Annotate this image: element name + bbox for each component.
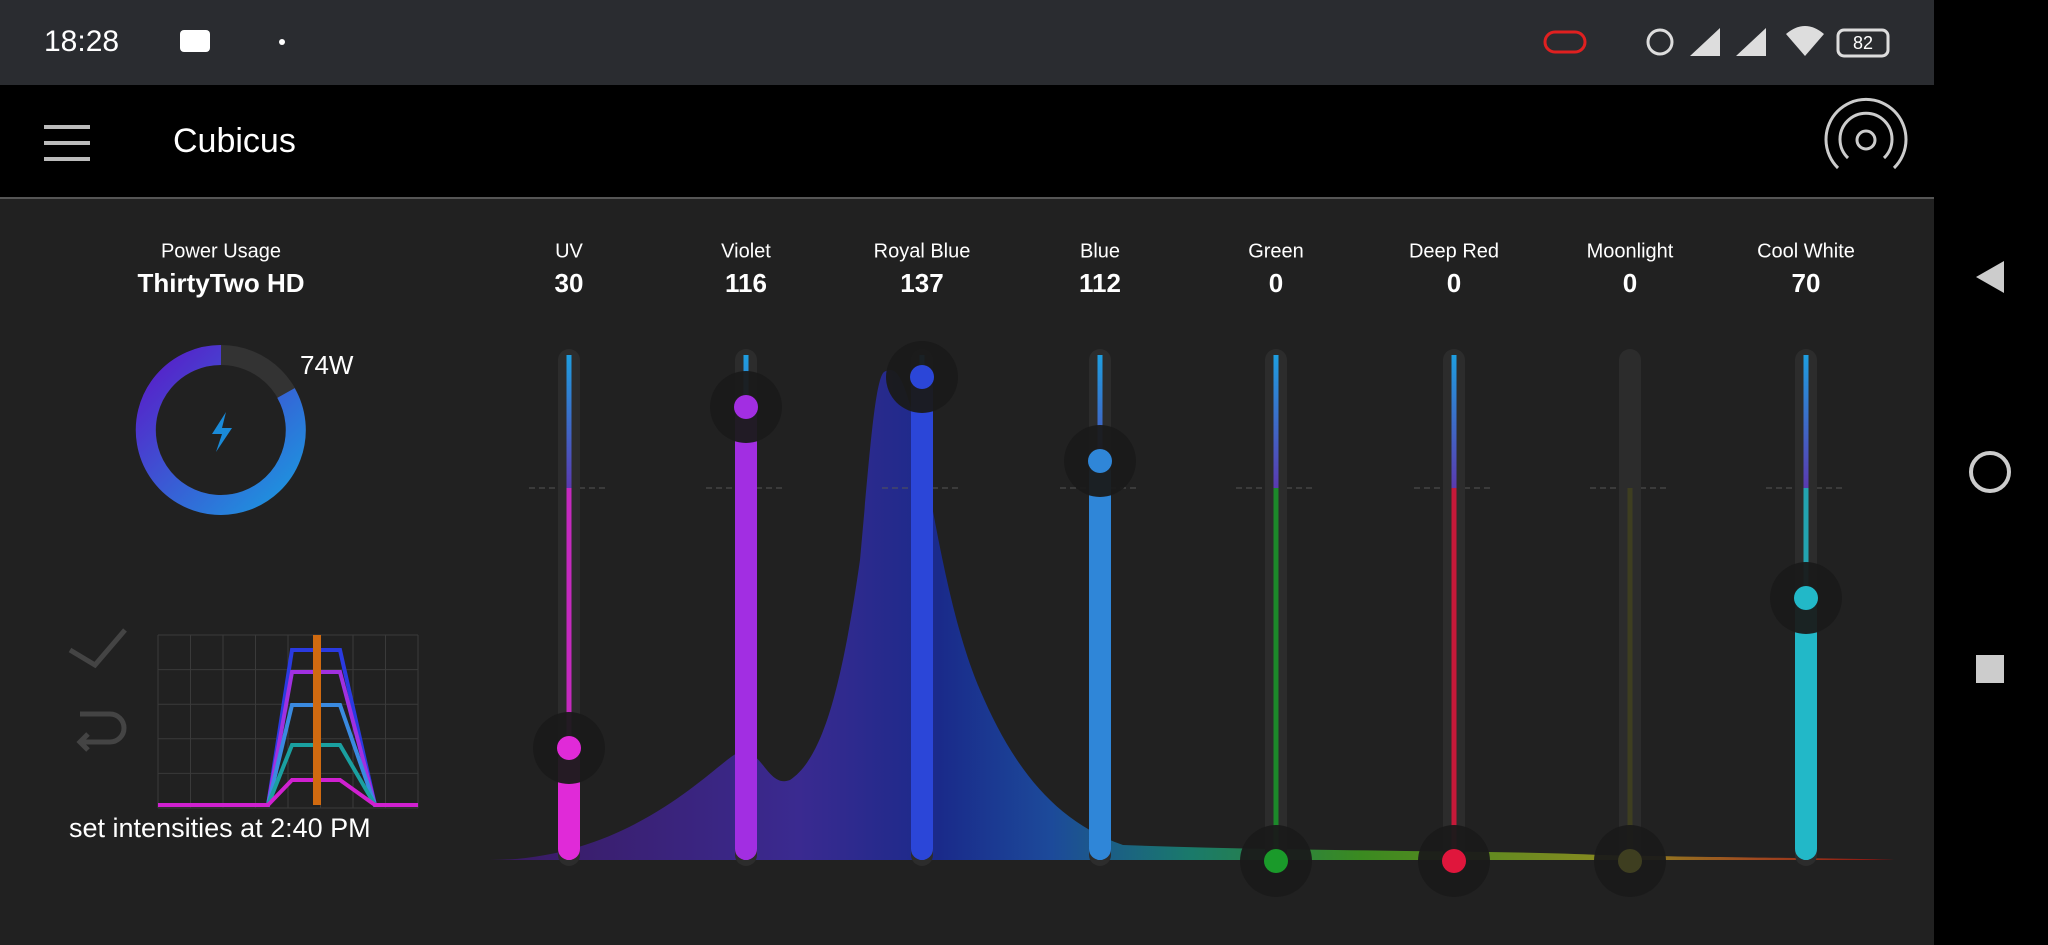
channel-name: Deep Red xyxy=(1409,240,1499,262)
power-label: Power Usage xyxy=(161,240,281,262)
signal-icon xyxy=(1690,28,1766,56)
alarm-icon xyxy=(1646,28,1674,56)
thumb-dot xyxy=(1264,849,1288,873)
back-button[interactable] xyxy=(1976,261,2004,293)
track-top xyxy=(566,355,572,488)
track-bottom xyxy=(1273,488,1279,860)
divider xyxy=(0,197,1934,199)
recents-button[interactable] xyxy=(1976,655,2004,683)
channel-value: 112 xyxy=(1079,268,1121,298)
thumb-dot xyxy=(1794,586,1818,610)
channel-slider[interactable]: Moonlight 0 xyxy=(1587,240,1674,897)
channel-name: Royal Blue xyxy=(874,240,971,262)
channel-value: 0 xyxy=(1269,268,1283,298)
connect-button[interactable] xyxy=(1824,97,1908,170)
thumb-dot xyxy=(1088,449,1112,473)
channel-slider[interactable]: Blue 112 xyxy=(1060,240,1140,866)
channel-name: Moonlight xyxy=(1587,240,1674,262)
channel-slider[interactable]: Royal Blue 137 xyxy=(874,240,971,866)
slider-fill xyxy=(1795,598,1817,860)
track-bottom xyxy=(1627,488,1633,860)
track-top xyxy=(1273,355,1279,488)
time-marker xyxy=(313,635,321,805)
dot xyxy=(279,39,285,45)
channel-name: UV xyxy=(555,240,583,262)
track-bottom xyxy=(1451,488,1457,860)
undo-button[interactable] xyxy=(76,711,127,752)
battery-level: 82 xyxy=(1853,33,1873,53)
app-bar xyxy=(0,85,1934,198)
status-bar xyxy=(0,0,1934,85)
channel-value: 0 xyxy=(1623,268,1637,298)
device-name: ThirtyTwo HD xyxy=(137,268,304,298)
slider-fill xyxy=(735,407,757,860)
channel-value: 30 xyxy=(555,268,584,298)
home-button[interactable] xyxy=(1969,451,2011,493)
nav-bar xyxy=(1934,0,2048,945)
status-time: 18:28 xyxy=(44,25,119,58)
thumb-dot xyxy=(557,736,581,760)
thumb-dot xyxy=(910,365,934,389)
channel-name: Violet xyxy=(721,240,771,262)
wifi-icon xyxy=(1786,26,1824,56)
confirm-button[interactable] xyxy=(68,628,127,669)
battery-icon xyxy=(1836,28,1890,58)
schedule-preview xyxy=(157,634,419,809)
track-bottom xyxy=(566,488,572,860)
schedule-text: set intensities at 2:40 PM xyxy=(69,813,371,843)
channel-value: 0 xyxy=(1447,268,1461,298)
power-watts: 74W xyxy=(300,350,354,380)
power-ring xyxy=(135,344,306,515)
channel-slider[interactable]: Green 0 xyxy=(1236,240,1316,897)
youtube-icon xyxy=(180,30,210,52)
toggle-icon xyxy=(1543,30,1587,54)
channel-value: 70 xyxy=(1792,268,1821,298)
track-top xyxy=(1803,355,1809,488)
track-top xyxy=(1097,355,1103,488)
power-icon xyxy=(212,412,232,452)
channel-name: Green xyxy=(1248,240,1304,262)
spectrum xyxy=(490,369,1894,860)
app-title: Cubicus xyxy=(173,122,296,160)
channel-value: 137 xyxy=(900,268,943,298)
thumb-dot xyxy=(1442,849,1466,873)
channel-slider[interactable]: Violet 116 xyxy=(706,240,786,866)
thumb-dot xyxy=(1618,849,1642,873)
channel-slider[interactable]: Deep Red 0 xyxy=(1409,240,1499,897)
channel-slider[interactable]: Cool White 70 xyxy=(1757,240,1855,866)
track-top xyxy=(1451,355,1457,488)
channel-value: 116 xyxy=(725,268,767,298)
channel-name: Blue xyxy=(1080,240,1120,262)
slider-fill xyxy=(1089,461,1111,860)
channel-name: Cool White xyxy=(1757,240,1855,262)
slider-fill xyxy=(911,377,933,860)
menu-button[interactable] xyxy=(44,125,90,161)
thumb-dot xyxy=(734,395,758,419)
channel-slider[interactable]: UV 30 xyxy=(529,240,609,866)
